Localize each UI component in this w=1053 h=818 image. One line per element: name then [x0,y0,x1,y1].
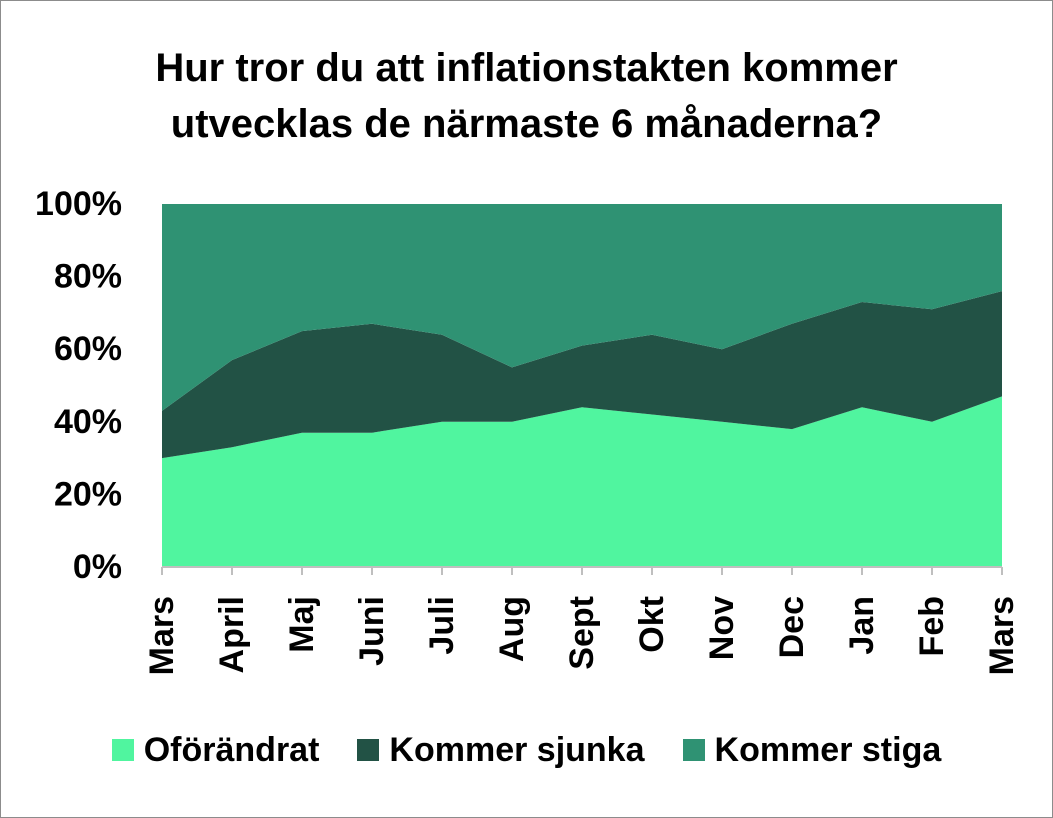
legend-label-kommer-sjunka: Kommer sjunka [389,730,645,769]
y-tick-label: 80% [54,258,122,296]
x-tick-label: Maj [283,596,321,653]
legend-item-kommer-stiga: Kommer stiga [682,730,942,770]
x-tick-label: Okt [633,596,671,653]
area-series-oforandrat [162,396,1002,567]
x-tick-label: Mars [983,596,1021,675]
y-tick-label: 0% [73,548,122,586]
x-tick-label: Juni [353,596,391,666]
chart-title-line-1: Hur tror du att inflationstakten kommer [155,46,898,90]
x-tick-label: Jan [843,596,881,655]
series-areas [162,204,1002,567]
x-tick-label: Nov [703,596,741,660]
axes [161,566,1003,575]
chart-title-line-2: utvecklas de närmaste 6 månaderna? [170,102,883,146]
y-tick-label: 100% [35,185,122,223]
legend-swatch-kommer-stiga [682,739,705,761]
legend-label-kommer-stiga: Kommer stiga [714,730,942,769]
legend: Oförändrat Kommer sjunka Kommer stiga [0,728,1053,772]
y-tick-label: 20% [54,475,122,513]
x-tick-label: Mars [143,596,181,675]
legend-item-oforandrat: Oförändrat [111,730,320,770]
area-series-kommer-sjunka [162,291,1002,459]
legend-swatch-oforandrat [111,739,134,761]
x-tick-label: Juli [423,596,461,655]
area-series-kommer-stiga [162,204,1002,411]
chart-title: Hur tror du att inflationstakten kommer … [0,40,1053,152]
legend-item-kommer-sjunka: Kommer sjunka [357,730,645,770]
x-tick-label: Sept [563,596,601,670]
x-tick-label: Feb [913,596,951,656]
x-tick-label: April [213,596,251,673]
x-axis-tick-labels: Mars April Maj Juni Juli Aug Sept Okt Nov Dec Jan F… [143,596,1021,675]
x-tick-label: Dec [773,596,811,658]
legend-label-oforandrat: Oförändrat [143,730,320,769]
y-tick-label: 40% [54,403,122,441]
y-axis-tick-labels: 0% 20% 40% 60% 80% 100% [35,185,122,586]
x-tick-label: Aug [493,596,531,662]
legend-swatch-kommer-sjunka [357,739,380,761]
y-tick-label: 60% [54,330,122,368]
